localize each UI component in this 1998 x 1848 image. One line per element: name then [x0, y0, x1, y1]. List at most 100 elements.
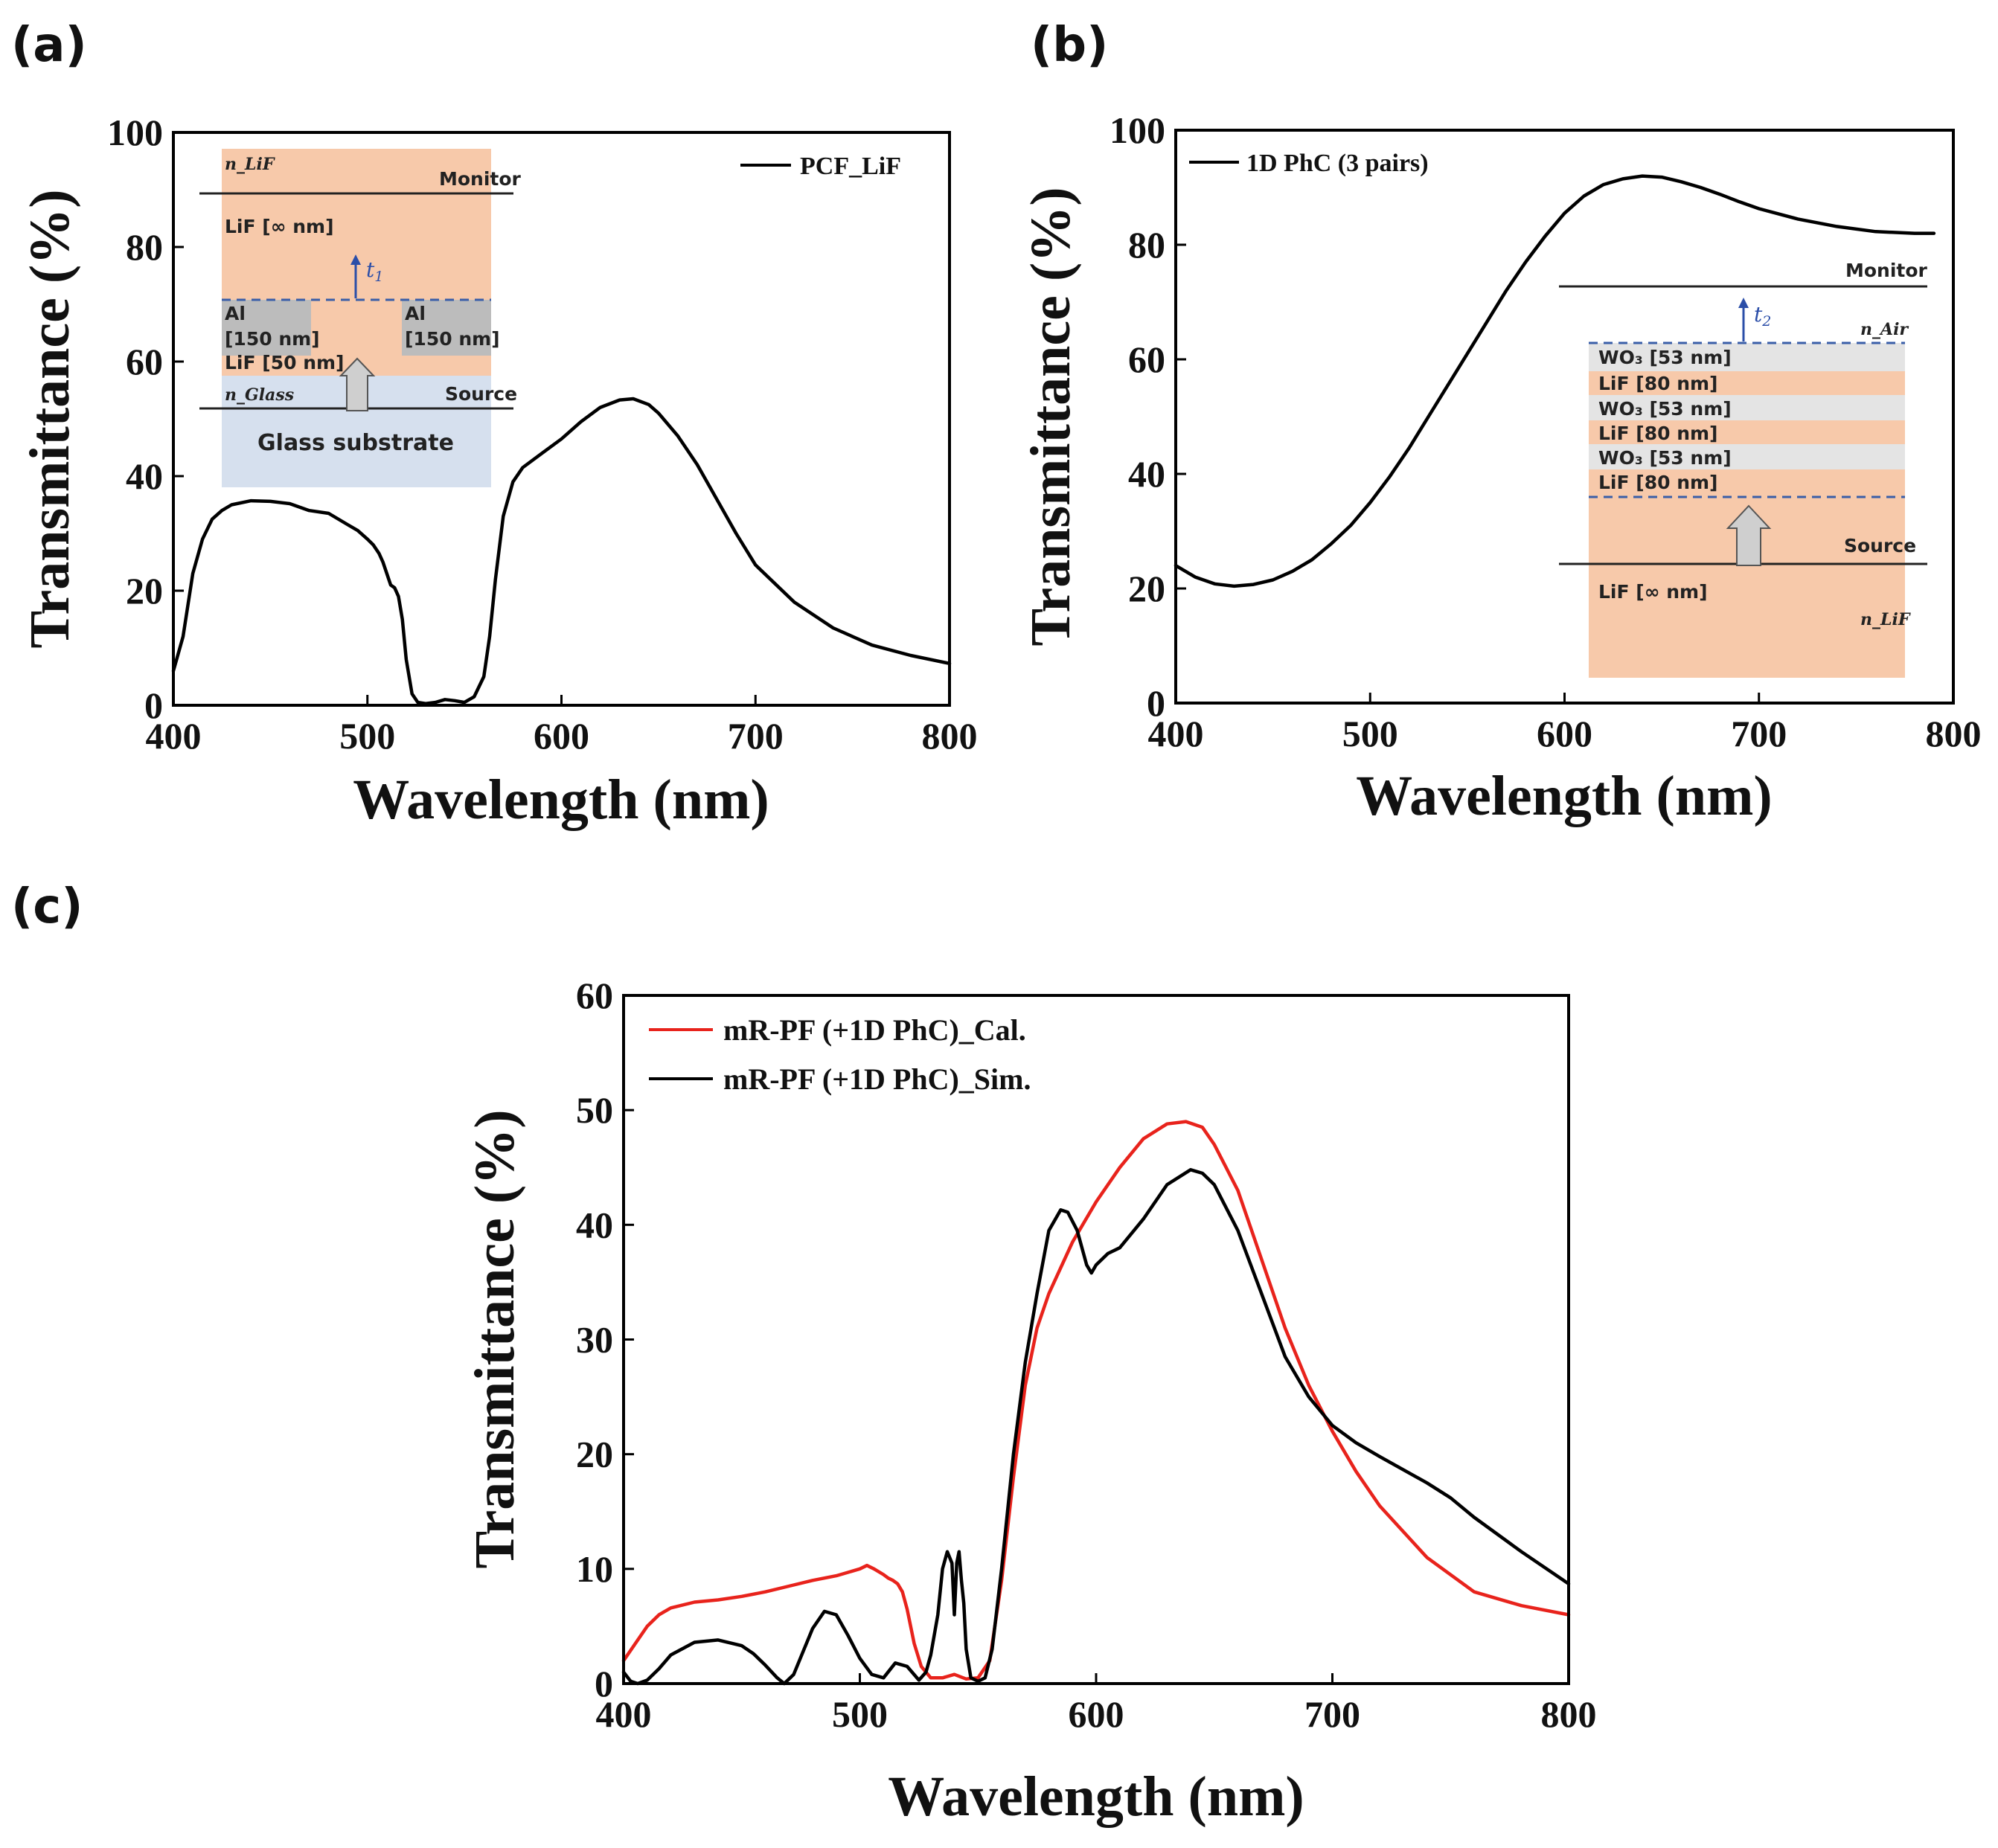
t2-label: t2 [1754, 302, 1771, 330]
al-right-label-1: Al [405, 303, 426, 324]
y-tick-label: 40 [126, 455, 163, 497]
x-tick-label: 500 [832, 1693, 888, 1735]
y-tick-label: 40 [576, 1204, 613, 1245]
ticks-b: 400 500 600 700 800 0 20 40 60 80 100 [1110, 109, 1982, 754]
lif-top-label: LiF [∞ nm] [225, 216, 334, 237]
series-line-b-0 [1173, 174, 1936, 588]
inset-a-diagram: n_LiF Monitor LiF [∞ nm] t1 Al [150 nm] … [199, 149, 522, 487]
monitor-label: Monitor [1845, 260, 1928, 281]
x-axis-title-b: Wavelength (nm) [1356, 765, 1772, 827]
layer-label-4: LiF [80 nm] [1598, 423, 1717, 444]
x-tick-label: 700 [1731, 713, 1787, 754]
series-group-b [1173, 174, 1936, 588]
y-tick-label: 60 [576, 975, 613, 1016]
x-tick-label: 600 [534, 715, 589, 757]
y-tick-label: 0 [1147, 682, 1165, 724]
ticks-c: 400 500 600 700 800 0 10 20 30 40 50 60 [576, 975, 1597, 1735]
source-label: Source [1844, 535, 1916, 556]
series-group-a [171, 397, 952, 705]
t2-arrowhead-icon [1738, 298, 1749, 308]
x-tick-label: 800 [1541, 1693, 1597, 1735]
x-tick-label: 500 [1342, 713, 1398, 754]
y-tick-label: 100 [107, 112, 163, 153]
al-block-right [402, 300, 491, 356]
x-tick-label: 600 [1069, 1693, 1124, 1735]
y-tick-label: 80 [126, 226, 163, 268]
x-tick-label: 500 [339, 715, 395, 757]
source-arrow-icon [1726, 504, 1772, 566]
y-tick-label: 60 [126, 341, 163, 382]
y-tick-label: 100 [1110, 109, 1165, 151]
panel-b-label: (b) [1031, 18, 1108, 73]
n-lif-label: n_LiF [1860, 610, 1911, 629]
x-tick-label: 600 [1537, 713, 1592, 754]
source-arrow-icon [339, 357, 376, 411]
x-tick-label: 400 [596, 1693, 652, 1735]
x-tick-label: 800 [1926, 713, 1982, 754]
al-block-left [222, 300, 311, 356]
panel-b: (b) Monitor t2 n_Air WO₃ [53 nm] LiF [80… [1019, 18, 1982, 827]
layer-label-1: WO₃ [53 nm] [1598, 347, 1732, 368]
wo3-layer-2 [1589, 395, 1905, 420]
panel-c: (c) 400 500 600 700 800 0 10 20 30 40 50 60 mR-PF (… [11, 879, 1597, 1828]
plot-frame-c [622, 994, 1570, 1685]
y-axis-title-a: Transmittance (%) [19, 189, 81, 648]
lif-layer-1 [1589, 371, 1905, 395]
t1-arrowhead-icon [350, 254, 361, 265]
y-tick-label: 0 [144, 684, 163, 726]
y-axis-title-c: Transmittance (%) [464, 1109, 526, 1568]
y-tick-label: 80 [1128, 224, 1165, 266]
y-tick-label: 0 [595, 1663, 613, 1704]
y-tick-label: 50 [576, 1089, 613, 1131]
x-axis-title-c: Wavelength (nm) [888, 1765, 1304, 1828]
y-tick-label: 10 [576, 1548, 613, 1590]
inset-b-diagram: Monitor t2 n_Air WO₃ [53 nm] LiF [80 nm]… [1559, 260, 1928, 678]
layer-label-5: WO₃ [53 nm] [1598, 447, 1732, 469]
wo3-layer-3 [1589, 444, 1905, 469]
monitor-label: Monitor [439, 168, 522, 190]
y-tick-label: 20 [1128, 568, 1165, 609]
x-tick-label: 700 [1304, 1693, 1360, 1735]
x-axis-title-a: Wavelength (nm) [353, 769, 769, 831]
x-tick-label: 800 [922, 715, 978, 757]
lif-bottom-label: LiF [∞ nm] [1598, 581, 1708, 603]
y-tick-label: 60 [1128, 339, 1165, 380]
panel-a-label: (a) [11, 18, 87, 73]
y-tick-label: 20 [576, 1434, 613, 1475]
legend-a-label: PCF_LiF [800, 153, 901, 180]
x-tick-label: 400 [146, 715, 202, 757]
wo3-layer-1 [1589, 343, 1905, 371]
panel-a: (a) n_LiF Monitor LiF [∞ nm] t1 Al [150 … [11, 18, 978, 831]
lif-layer-2 [1589, 420, 1905, 444]
n-glass-label: n_Glass [225, 385, 294, 405]
n-air-label: n_Air [1860, 320, 1909, 339]
y-axis-title-b: Transmittance (%) [1019, 187, 1082, 646]
t1-label: t1 [366, 257, 383, 285]
series-line-c-0 [621, 1120, 1571, 1681]
al-left-label-2: [150 nm] [225, 328, 320, 350]
glass-substrate-label: Glass substrate [257, 430, 454, 456]
x-tick-label: 700 [728, 715, 784, 757]
al-left-label-1: Al [225, 303, 246, 324]
al-right-label-2: [150 nm] [405, 328, 500, 350]
ticks-a: 400 500 600 700 800 0 20 40 60 80 100 [107, 112, 978, 757]
panel-c-label: (c) [11, 879, 83, 934]
n-lif-label: n_LiF [225, 155, 275, 174]
series-line-a-0 [171, 397, 952, 705]
y-tick-label: 30 [576, 1319, 613, 1361]
legend-c-label-sim: mR-PF (+1D PhC)_Sim. [723, 1062, 1031, 1096]
source-label: Source [445, 383, 517, 405]
x-tick-label: 400 [1148, 713, 1204, 754]
lif-mid-label: LiF [50 nm] [225, 352, 344, 373]
series-line-c-1 [621, 1168, 1571, 1686]
y-tick-label: 40 [1128, 453, 1165, 495]
lif-bulk [1589, 469, 1905, 678]
layer-label-2: LiF [80 nm] [1598, 373, 1717, 394]
layer-label-6: LiF [80 nm] [1598, 472, 1717, 493]
legend-b-label: 1D PhC (3 pairs) [1246, 150, 1429, 177]
layer-label-3: WO₃ [53 nm] [1598, 398, 1732, 420]
series-group-c [621, 1120, 1571, 1686]
legend-c-label-cal: mR-PF (+1D PhC)_Cal. [723, 1013, 1026, 1047]
y-tick-label: 20 [126, 570, 163, 612]
